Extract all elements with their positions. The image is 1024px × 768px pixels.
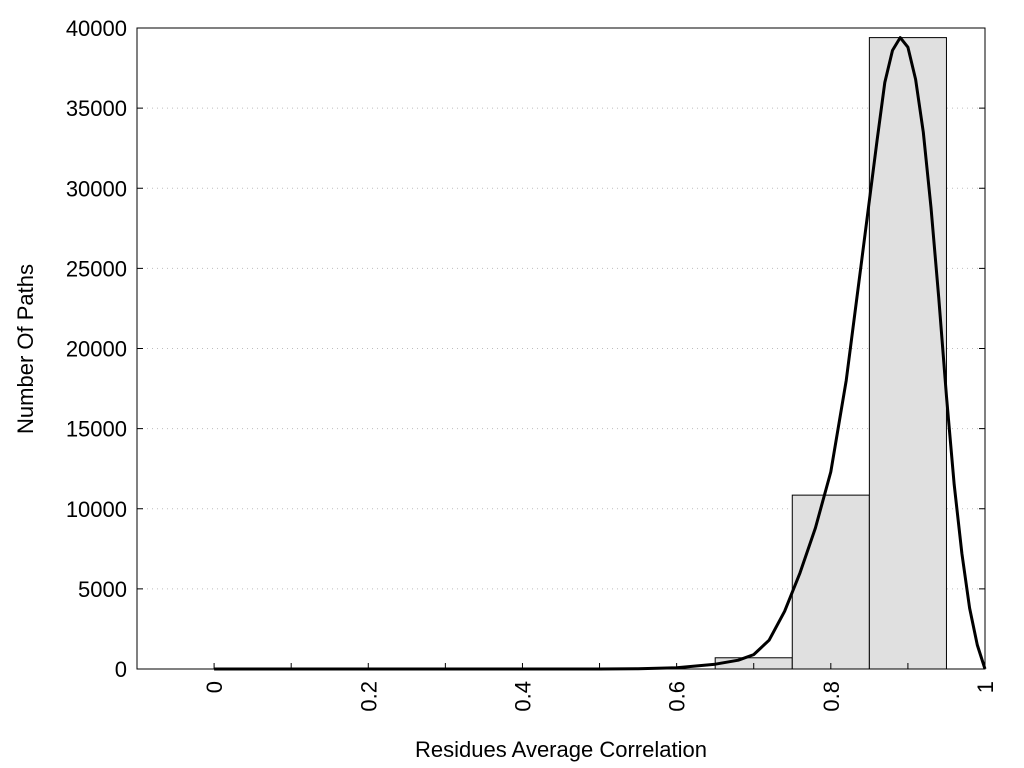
y-tick-label-5: 25000 bbox=[66, 256, 127, 281]
y-axis-ticks: 0 5000 10000 15000 20000 25000 30000 35000 40000 bbox=[66, 16, 985, 682]
bar-8 bbox=[791, 494, 870, 670]
x-axis-label: Residues Average Correlation bbox=[415, 737, 707, 762]
y-tick-label-2: 10000 bbox=[66, 497, 127, 522]
x-tick-label-2: 0.4 bbox=[510, 681, 535, 712]
y-tick-label-4: 20000 bbox=[66, 337, 127, 362]
x-axis-ticks: 0 0.2 0.4 0.6 0.8 1 bbox=[202, 663, 998, 712]
y-tick-label-0: 0 bbox=[115, 657, 127, 682]
bar-9 bbox=[868, 37, 947, 670]
x-tick-label-4: 0.8 bbox=[819, 681, 844, 712]
y-tick-label-6: 30000 bbox=[66, 176, 127, 201]
x-tick-label-5: 1 bbox=[973, 681, 998, 693]
y-tick-label-1: 5000 bbox=[78, 577, 127, 602]
histogram-bars bbox=[714, 37, 947, 670]
x-tick-label-3: 0.6 bbox=[665, 681, 690, 712]
y-tick-label-8: 40000 bbox=[66, 16, 127, 41]
x-tick-label-0: 0 bbox=[202, 681, 227, 693]
y-tick-label-7: 35000 bbox=[66, 96, 127, 121]
x-tick-label-1: 0.2 bbox=[356, 681, 381, 712]
y-tick-label-3: 15000 bbox=[66, 417, 127, 442]
y-axis-label: Number Of Paths bbox=[13, 264, 38, 434]
